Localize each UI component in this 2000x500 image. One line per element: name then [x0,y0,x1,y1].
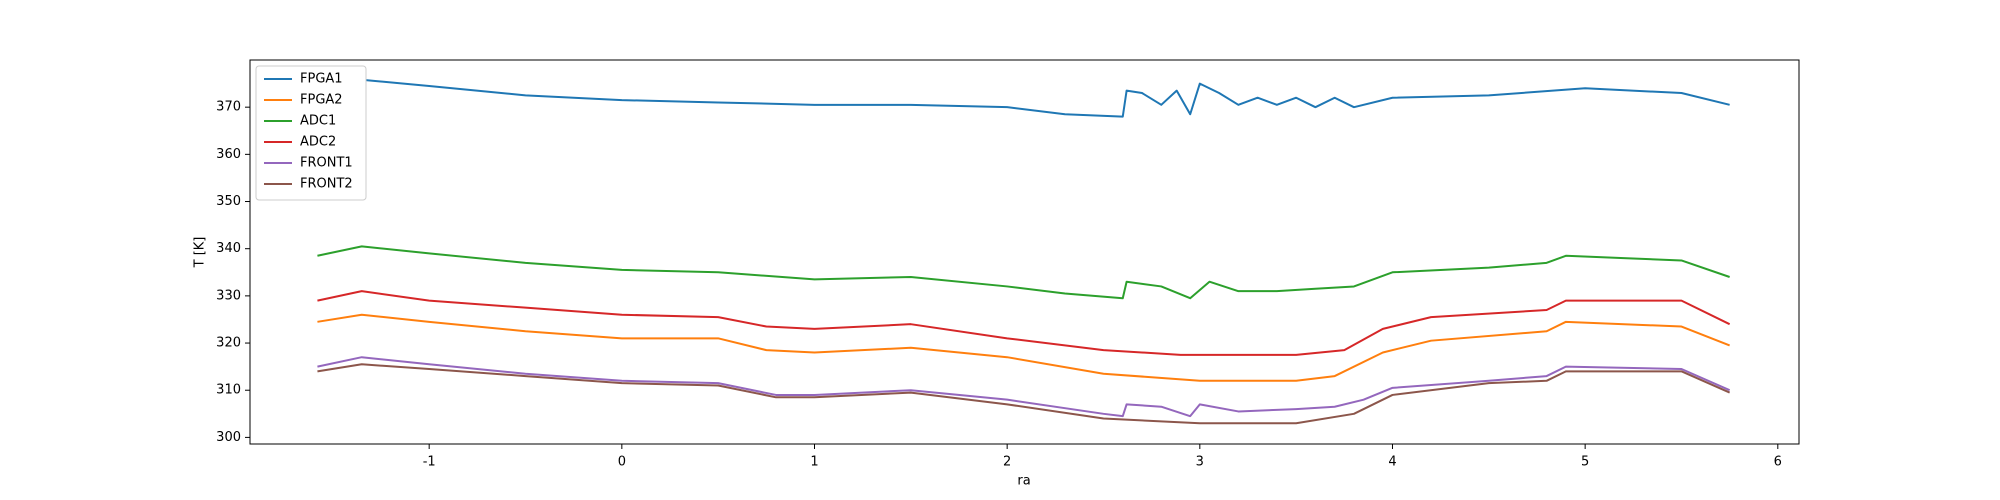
x-tick-label: 6 [1774,455,1782,470]
legend-label: FRONT1 [300,156,353,171]
x-axis-label: ra [1017,474,1030,489]
series-line [317,363,1731,425]
plot-frame [249,59,1800,445]
x-tick-label: -1 [423,455,436,470]
legend: FPGA1 FPGA2 ADC1 ADC2 FRONT1 FRONT2 [255,65,367,201]
series-line [317,245,1730,300]
y-tick-label: 370 [216,100,241,115]
legend-label: FRONT2 [300,177,353,192]
series-line [317,356,1731,418]
x-tick-label: 2 [1003,455,1011,470]
y-tick-label: 360 [216,147,241,162]
x-tick-label: 1 [810,455,818,470]
y-tick-label: 320 [216,336,241,351]
series-line [317,313,1731,382]
legend-label: FPGA1 [300,72,343,87]
y-tick-label: 350 [216,194,241,209]
y-tick-label: 340 [216,241,241,256]
legend-label: ADC2 [300,135,336,150]
y-tick-label: 300 [216,430,241,445]
x-tick-label: 4 [1388,455,1396,470]
x-tick-label: 5 [1581,455,1589,470]
legend-label: ADC1 [300,114,336,129]
y-tick-label: 310 [216,383,241,398]
series-line [317,290,1731,356]
x-tick-label: 0 [618,455,626,470]
series-line [317,77,1730,118]
legend-label: FPGA2 [300,93,343,108]
y-tick-label: 330 [216,288,241,303]
y-axis-label: T [K] [193,237,208,269]
x-tick-label: 3 [1196,455,1204,470]
